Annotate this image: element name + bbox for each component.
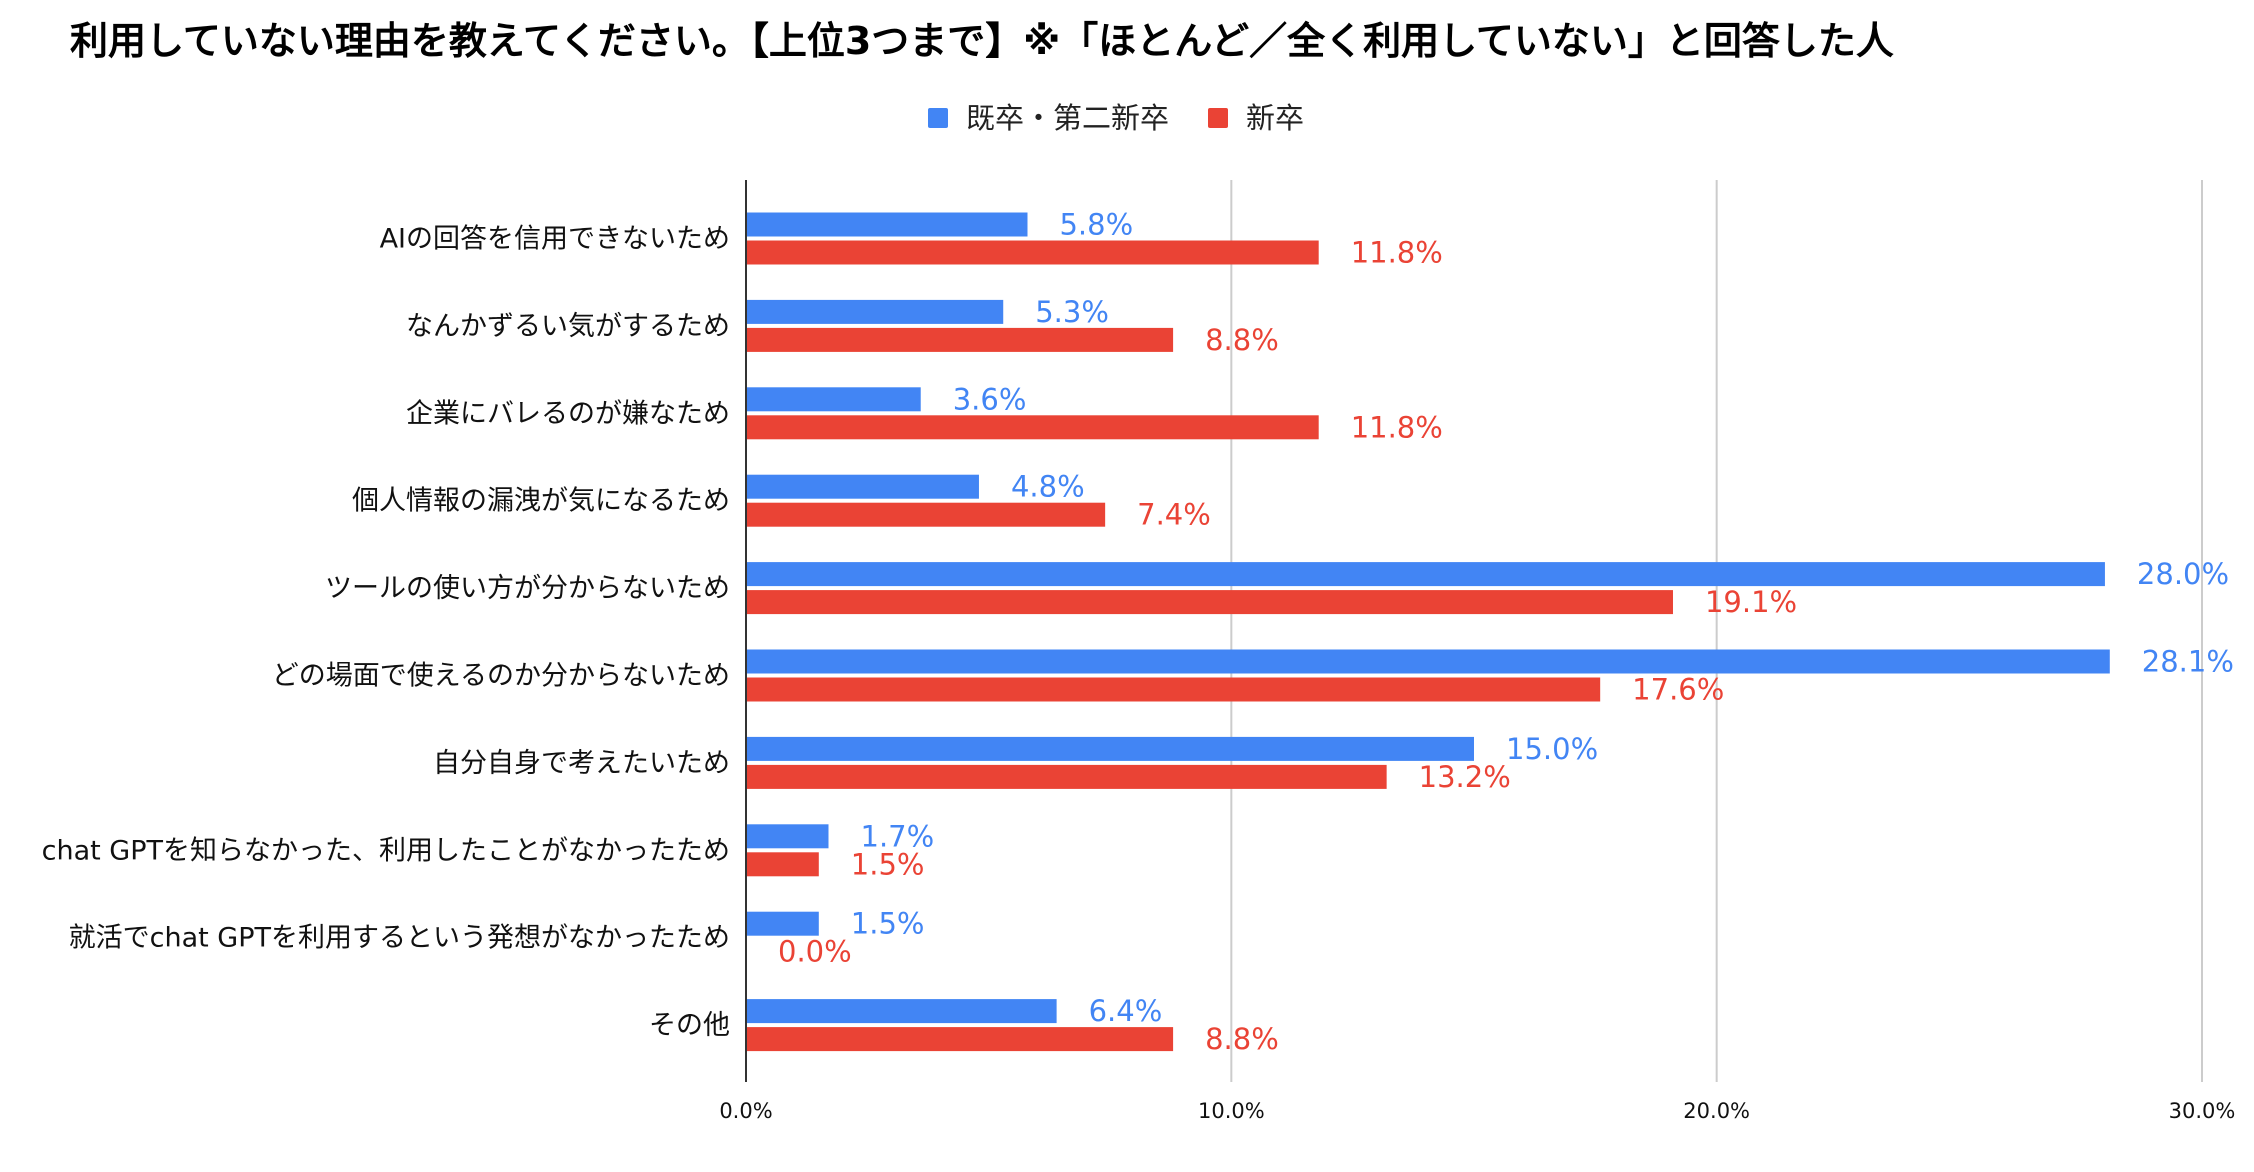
category-label: 自分自身で考えたいため [433,748,730,779]
data-label-series-1: 8.8% [1205,323,1279,357]
data-label-series-0: 28.0% [2137,557,2229,591]
data-label-series-1: 0.0% [778,935,852,969]
x-tick-label: 10.0% [1198,1099,1265,1123]
bar-series-0 [746,999,1057,1024]
data-label-series-1: 17.6% [1632,673,1724,707]
bar-series-0 [746,212,1028,237]
data-label-series-1: 13.2% [1419,760,1511,794]
bar-series-0 [746,649,2110,674]
category-label: 企業にバレるのが嫌なため [406,398,730,429]
value-axis-ticks: 0.0% 10.0% 20.0% 30.0% [719,1099,2235,1123]
category-label: chat GPTを知らなかった、利用したことがなかったため [42,835,730,866]
bars [746,212,2110,1052]
category-label: なんかずるい気がするため [406,311,730,342]
bar-series-1 [746,502,1106,527]
data-label-series-1: 11.8% [1351,410,1443,444]
bar-series-1 [746,764,1387,789]
data-labels: 5.8% 11.8% 5.3% 8.8% 3.6% 11.8% 4.8% 7.4% 28.0% 1… [778,208,2234,1057]
bar-series-1 [746,1027,1174,1052]
category-label: 個人情報の漏洩が気になるため [352,486,730,517]
data-label-series-1: 8.8% [1205,1022,1279,1056]
category-label: どの場面で使えるのか分からないため [272,661,730,692]
bar-series-0 [746,387,921,412]
bar-series-1 [746,240,1319,265]
legend-label-series-0: 既卒・第二新卒 [966,101,1169,135]
data-label-series-1: 1.5% [851,847,925,881]
legend: 既卒・第二新卒 新卒 [928,101,1304,135]
data-label-series-1: 7.4% [1137,498,1211,532]
data-label-series-0: 5.3% [1035,295,1109,329]
data-label-series-1: 19.1% [1705,585,1797,619]
data-label-series-0: 1.7% [861,819,935,853]
legend-label-series-1: 新卒 [1246,101,1304,135]
category-label: 就活でchat GPTを利用するという発想がなかったため [69,923,730,954]
gridlines [1230,180,2203,1082]
category-label: AIの回答を信用できないため [380,224,730,255]
bar-series-0 [746,299,1004,324]
bar-series-1 [746,590,1673,615]
data-label-series-1: 11.8% [1351,236,1443,270]
data-label-series-0: 1.5% [851,907,925,941]
legend-swatch-series-0 [928,108,948,128]
bar-series-0 [746,736,1474,761]
data-label-series-0: 4.8% [1011,470,1085,504]
x-tick-label: 30.0% [2169,1099,2236,1123]
data-label-series-0: 6.4% [1089,994,1163,1028]
data-label-series-0: 28.1% [2142,645,2234,679]
chart-title: 利用していない理由を教えてください。【上位3つまで】※「ほとんど／全く利用してい… [70,19,1894,63]
bar-series-0 [746,474,979,499]
bar-series-0 [746,824,829,849]
bar-series-1 [746,327,1174,352]
category-label: ツールの使い方が分からないため [325,573,730,604]
bar-series-1 [746,415,1319,440]
bar-series-1 [746,852,819,877]
x-tick-label: 0.0% [719,1099,772,1123]
category-axis-labels: AIの回答を信用できないためなんかずるい気がするため企業にバレるのが嫌なため個人… [42,224,730,1042]
x-tick-label: 20.0% [1683,1099,1750,1123]
bar-series-1 [746,677,1601,702]
category-label: その他 [649,1010,730,1041]
data-label-series-0: 5.8% [1059,208,1133,242]
bar-series-0 [746,562,2105,587]
legend-swatch-series-1 [1208,108,1228,128]
data-label-series-0: 3.6% [953,382,1027,416]
bar-series-0 [746,911,819,936]
data-label-series-0: 15.0% [1506,732,1598,766]
